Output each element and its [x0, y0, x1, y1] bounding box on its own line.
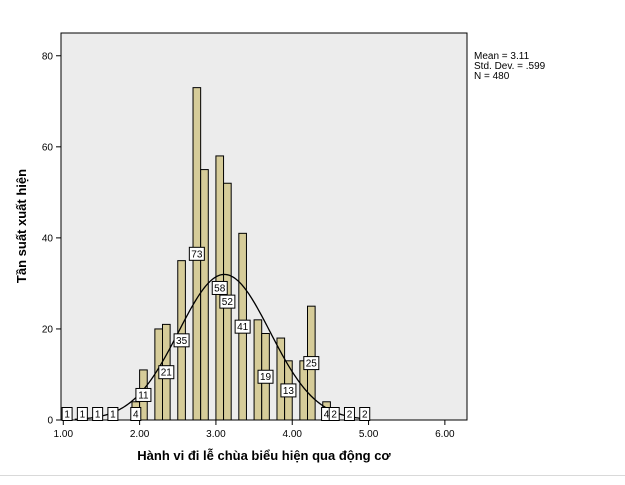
y-tick-label: 40 — [42, 233, 54, 244]
stats-n: N = 480 — [474, 71, 510, 82]
bar-data-label-text: 13 — [283, 386, 295, 397]
bar-data-label-text: 2 — [362, 410, 368, 421]
bar-data-label: 2 — [328, 407, 340, 421]
stats-mean: Mean = 3.11 — [474, 51, 530, 62]
axes-layer: 0 20 40 60 80 1.00 2.00 3.00 4.00 5.00 6.00 — [42, 51, 455, 440]
bar-data-label: 35 — [173, 333, 190, 348]
bar-data-label-text: 1 — [64, 410, 70, 421]
bar-data-label-text: 52 — [222, 297, 234, 308]
histogram-bar — [276, 337, 286, 421]
bar-data-label: 19 — [257, 369, 274, 384]
bar-data-label: 13 — [280, 383, 297, 398]
bar-data-label: 2 — [343, 407, 355, 421]
bar-data-label: 1 — [92, 407, 104, 421]
bar-data-label: 1 — [61, 407, 73, 421]
x-tick-label: 1.00 — [54, 429, 74, 440]
bar-data-label-text: 2 — [347, 410, 353, 421]
x-tick-label: 5.00 — [359, 429, 379, 440]
y-tick-label: 60 — [42, 142, 54, 153]
x-tick-label: 6.00 — [435, 429, 455, 440]
bar-data-label: 52 — [219, 294, 236, 309]
bar-data-label-text: 25 — [306, 359, 318, 370]
stats-box: Mean = 3.11 Std. Dev. = .599 N = 480 — [474, 51, 546, 82]
bar-data-label-text: 58 — [214, 283, 226, 294]
bar-data-label: 2 — [359, 407, 371, 421]
bar-data-label-text: 2 — [331, 410, 337, 421]
bar-data-label-text: 4 — [133, 410, 139, 421]
x-tick-label: 2.00 — [130, 429, 150, 440]
bar-data-label: 1 — [76, 407, 88, 421]
bar-data-label: 4 — [130, 407, 142, 421]
bar-data-label-text: 21 — [161, 368, 173, 379]
x-tick-label: 4.00 — [283, 429, 303, 440]
bar-data-label-text: 35 — [176, 336, 188, 347]
bar-data-label-text: 1 — [95, 410, 101, 421]
y-tick-label: 80 — [42, 51, 54, 62]
bar-data-label-text: 41 — [237, 322, 249, 333]
bar-data-label: 73 — [188, 246, 205, 261]
bar-data-label: 1 — [107, 407, 119, 421]
bar-data-label: 25 — [303, 356, 320, 371]
y-tick-label: 0 — [47, 416, 53, 427]
bar-data-label: 11 — [135, 387, 152, 402]
x-axis-title: Hành vi đi lễ chùa biểu hiện qua động cơ — [137, 448, 391, 463]
bar-data-label: 21 — [158, 365, 175, 380]
bar-data-label-text: 4 — [324, 410, 330, 421]
normal-curve — [74, 273, 365, 420]
bar-data-label-text: 1 — [110, 410, 116, 421]
bar-data-label: 58 — [211, 280, 228, 295]
stats-std-dev: Std. Dev. = .599 — [474, 61, 546, 72]
x-tick-label: 3.00 — [206, 429, 226, 440]
y-tick-label: 20 — [42, 324, 54, 335]
y-axis-title: Tần suất xuất hiện — [14, 169, 29, 283]
histogram-bar — [200, 169, 209, 421]
bar-data-label: 41 — [234, 319, 251, 334]
bottom-divider — [0, 475, 625, 476]
bar-data-label-text: 19 — [260, 372, 272, 383]
bar-data-label-text: 1 — [80, 410, 86, 421]
bar-data-label-text: 11 — [138, 390, 149, 401]
bar-data-label-text: 73 — [191, 249, 203, 260]
